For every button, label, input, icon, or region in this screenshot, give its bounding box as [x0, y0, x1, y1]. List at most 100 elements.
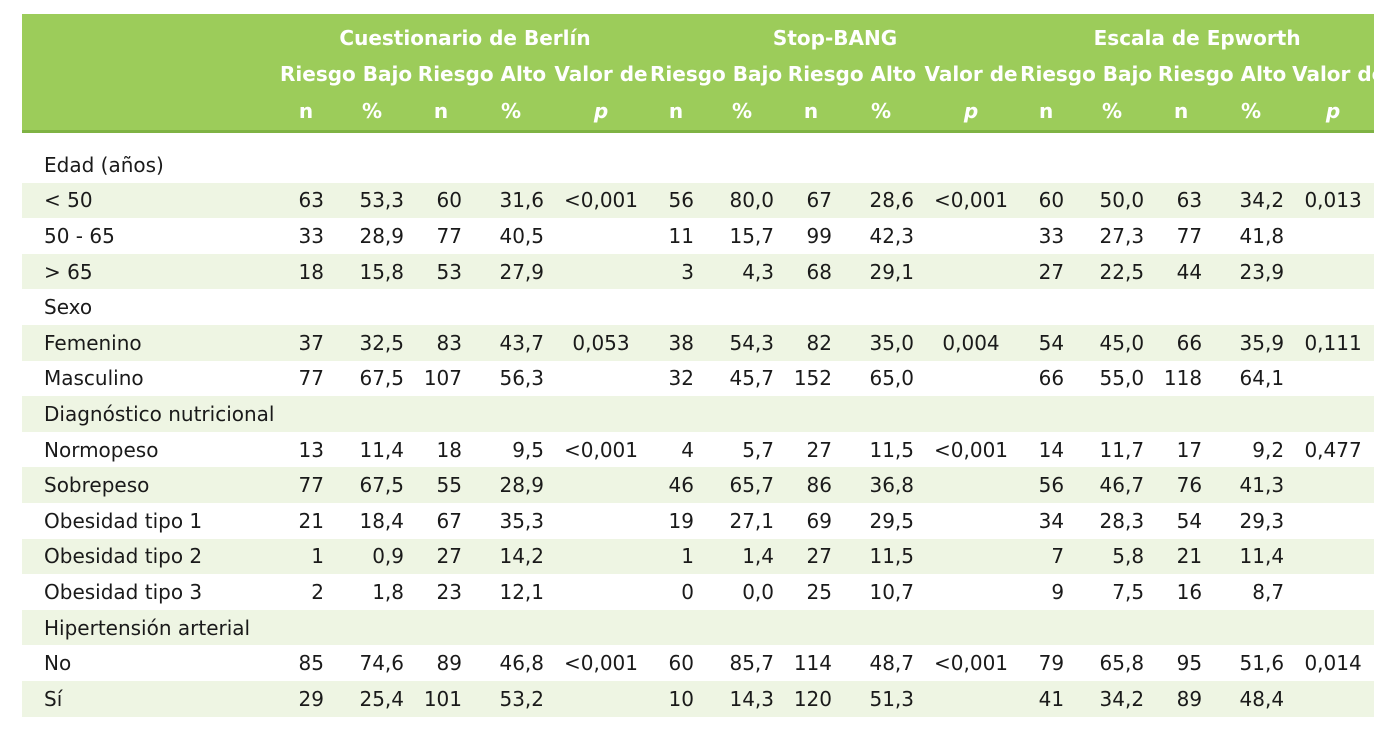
category-label: Diagnóstico nutricional [22, 396, 1375, 432]
cell-stopbang-alto-n: 27 [782, 538, 840, 575]
cell-stopbang-bajo-n: 0 [681, 579, 694, 604]
table-row: Obesidad tipo 3 2 1,8 23 12,1 0 0,0 25 10,7 9 7,5 1… [22, 574, 1374, 610]
cell-berlin-alto-pct: 12,1 [499, 579, 544, 604]
category-row: Diagnóstico nutricional [22, 396, 1375, 432]
cell-stopbang-bajo-pct: 80,0 [702, 182, 782, 219]
cell-epworth-alto-pct: 64,1 [1239, 366, 1285, 391]
cell-epworth-bajo-pct: 22,5 [1072, 253, 1153, 290]
header-corner [22, 56, 280, 92]
cell-epworth-p: 0,014 [1304, 651, 1362, 676]
col-n: n [412, 92, 470, 133]
cell-stopbang-bajo-n: 32 [668, 366, 694, 391]
cell-epworth-alto-n: 66 [1152, 324, 1211, 361]
cell-epworth-p [1292, 467, 1375, 503]
category-label: Hipertensión arterial [22, 609, 1375, 646]
cell-epworth-bajo-n: 14 [1038, 437, 1065, 462]
cell-epworth-alto-n: 16 [1176, 579, 1203, 604]
cell-berlin-bajo-pct: 67,5 [332, 467, 412, 503]
cell-berlin-bajo-n: 85 [298, 651, 324, 676]
cell-stopbang-bajo-pct: 45,7 [729, 366, 774, 391]
category-row: Hipertensión arterial [22, 609, 1375, 646]
col-p: p [1292, 92, 1375, 133]
cell-stopbang-alto-n: 82 [782, 324, 840, 361]
cell-epworth-p: 0,477 [1304, 437, 1362, 462]
cell-epworth-alto-n: 95 [1176, 651, 1203, 676]
row-label: Obesidad tipo 1 [44, 508, 203, 533]
cell-stopbang-p: <0,001 [934, 651, 1009, 676]
cell-berlin-alto-n: 67 [436, 508, 462, 533]
cell-epworth-alto-n: 118 [1163, 366, 1203, 391]
cell-berlin-bajo-pct: 28,9 [359, 223, 404, 248]
cell-stopbang-alto-pct: 48,7 [869, 651, 914, 676]
col-n: n [1020, 92, 1073, 133]
cell-stopbang-p [922, 538, 1021, 575]
cell-berlin-p: <0,001 [563, 651, 638, 676]
cell-stopbang-alto-pct: 42,3 [869, 223, 914, 248]
cell-berlin-alto-n: 83 [412, 324, 470, 361]
row-label: Normopeso [44, 437, 159, 462]
cell-epworth-alto-pct: 48,4 [1210, 680, 1293, 717]
cell-berlin-p [552, 361, 650, 397]
category-row: Edad (años) [22, 147, 1374, 183]
cell-epworth-alto-n: 54 [1176, 508, 1203, 533]
cell-stopbang-alto-n: 25 [806, 579, 832, 604]
cell-berlin-bajo-pct: 15,8 [332, 253, 412, 290]
cell-berlin-alto-n: 55 [412, 467, 470, 503]
cell-epworth-bajo-pct: 27,3 [1099, 223, 1145, 248]
cell-berlin-bajo-n: 77 [298, 366, 324, 391]
cell-stopbang-bajo-pct: 65,7 [702, 467, 782, 503]
cell-stopbang-bajo-n: 46 [650, 467, 702, 503]
col-pct: % [470, 92, 552, 133]
cell-stopbang-p [922, 574, 1020, 610]
cell-stopbang-bajo-n: 10 [650, 680, 702, 717]
group-header-epworth: Escala de Epworth [1020, 14, 1375, 56]
cell-epworth-bajo-n: 54 [1020, 324, 1073, 361]
cell-berlin-bajo-pct: 67,5 [359, 366, 404, 391]
cell-stopbang-p: <0,001 [934, 437, 1009, 462]
table-header: Cuestionario de Berlín Stop-BANG Escala … [22, 14, 1385, 133]
cell-stopbang-bajo-n: 19 [668, 508, 694, 533]
cell-stopbang-p [922, 467, 1021, 503]
cell-epworth-p [1292, 503, 1374, 539]
cell-epworth-alto-n: 89 [1152, 680, 1211, 717]
cell-berlin-bajo-n: 18 [280, 253, 332, 290]
subheader-riesgo-bajo: Riesgo Bajo [280, 56, 412, 92]
subheader-riesgo-alto: Riesgo Alto [782, 56, 922, 92]
row-label: Obesidad tipo 2 [22, 538, 280, 575]
col-n: n [280, 92, 332, 133]
cell-berlin-bajo-n: 2 [311, 579, 324, 604]
table-container: Cuestionario de Berlín Stop-BANG Escala … [22, 14, 1385, 717]
cell-stopbang-bajo-pct: 5,7 [742, 437, 774, 462]
cell-epworth-p [1292, 574, 1374, 610]
cell-epworth-p [1292, 218, 1374, 254]
table-row: Masculino 77 67,5 107 56,3 32 45,7 152 65,0 66 55,… [22, 361, 1374, 397]
col-p: p [552, 92, 650, 133]
col-pct: % [1210, 92, 1293, 133]
cell-stopbang-alto-n: 99 [806, 223, 832, 248]
cell-epworth-bajo-n: 56 [1020, 467, 1073, 503]
cell-berlin-alto-pct: 40,5 [499, 223, 544, 248]
cell-epworth-p [1292, 361, 1374, 397]
cell-epworth-alto-pct: 41,8 [1239, 223, 1285, 248]
cell-stopbang-alto-pct: 10,7 [869, 579, 914, 604]
category-label: Sexo [44, 295, 93, 320]
cell-stopbang-alto-pct: 11,5 [840, 538, 922, 575]
cell-epworth-bajo-n: 9 [1051, 579, 1065, 604]
row-label: < 50 [22, 182, 280, 219]
cell-berlin-alto-pct: 43,7 [470, 324, 552, 361]
cell-berlin-bajo-n: 63 [280, 182, 332, 219]
cell-berlin-p: 0,053 [552, 324, 650, 361]
cell-stopbang-p: 0,004 [922, 324, 1021, 361]
cell-epworth-bajo-n: 66 [1038, 366, 1065, 391]
cell-berlin-bajo-n: 1 [280, 538, 332, 575]
cell-stopbang-alto-pct: 29,5 [869, 508, 914, 533]
row-label: No [44, 651, 72, 676]
cell-epworth-bajo-pct: 55,0 [1099, 366, 1145, 391]
row-label: Obesidad tipo 3 [44, 579, 203, 604]
cell-epworth-alto-n: 44 [1152, 253, 1211, 290]
cell-epworth-alto-pct: 51,6 [1239, 651, 1285, 676]
cell-epworth-p [1292, 680, 1375, 717]
cell-epworth-bajo-pct: 7,5 [1112, 579, 1145, 604]
cell-stopbang-bajo-pct: 15,7 [729, 223, 774, 248]
cell-berlin-alto-n: 89 [436, 651, 462, 676]
